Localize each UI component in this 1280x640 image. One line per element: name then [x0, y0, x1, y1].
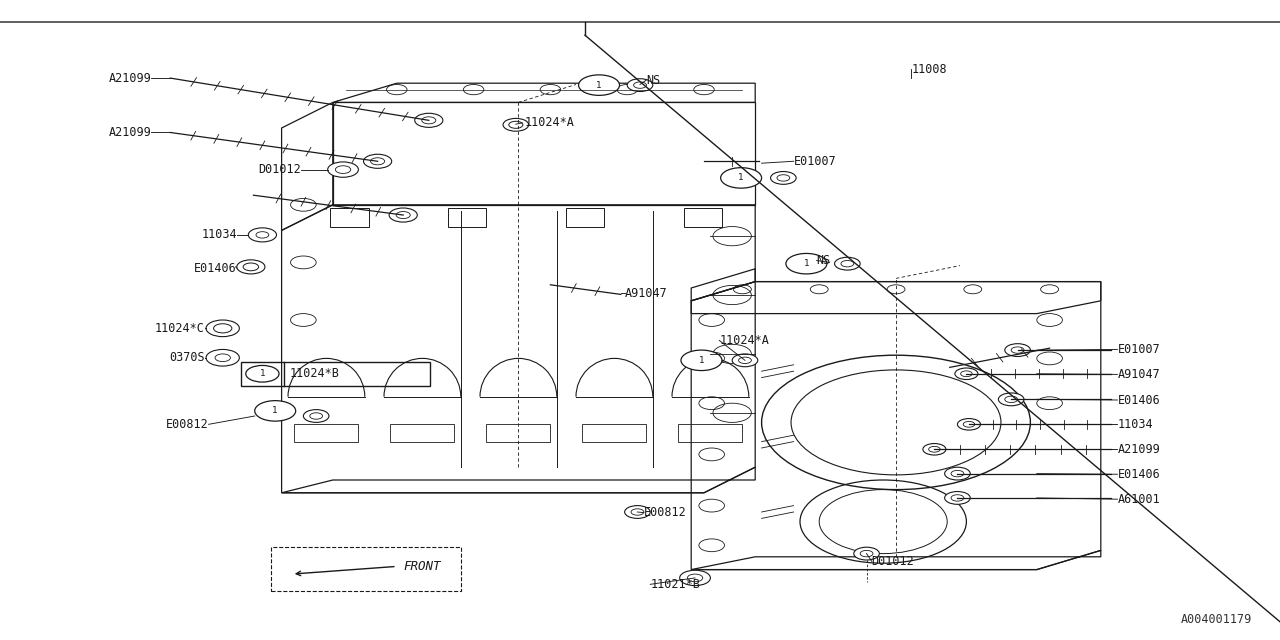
Text: 11034: 11034 — [201, 228, 237, 241]
Circle shape — [415, 113, 443, 127]
Circle shape — [923, 444, 946, 455]
Text: E01007: E01007 — [1117, 343, 1160, 356]
Circle shape — [364, 154, 392, 168]
Circle shape — [955, 368, 978, 380]
Text: A91047: A91047 — [1117, 368, 1160, 381]
Circle shape — [1005, 344, 1030, 356]
Bar — [241, 362, 430, 386]
Text: A91047: A91047 — [625, 287, 667, 300]
Text: E01406: E01406 — [1117, 468, 1160, 481]
Circle shape — [721, 168, 762, 188]
Text: 1: 1 — [596, 81, 602, 90]
Text: FRONT: FRONT — [403, 560, 440, 573]
Text: 1: 1 — [273, 406, 278, 415]
Circle shape — [255, 401, 296, 421]
Circle shape — [206, 320, 239, 337]
Circle shape — [328, 162, 358, 177]
Text: 11024*A: 11024*A — [719, 334, 769, 347]
Bar — [448, 208, 486, 227]
Text: 1: 1 — [699, 356, 704, 365]
Circle shape — [206, 349, 239, 366]
Text: A61001: A61001 — [1117, 493, 1160, 506]
Circle shape — [248, 228, 276, 242]
Circle shape — [680, 570, 710, 586]
Bar — [390, 424, 454, 442]
Circle shape — [503, 118, 529, 131]
Circle shape — [945, 492, 970, 504]
Circle shape — [303, 410, 329, 422]
Text: A004001179: A004001179 — [1180, 613, 1252, 626]
Circle shape — [681, 350, 722, 371]
Circle shape — [732, 354, 758, 367]
Text: 11024*A: 11024*A — [525, 116, 575, 129]
Text: E00812: E00812 — [166, 418, 209, 431]
Text: 1: 1 — [260, 369, 265, 378]
Circle shape — [786, 253, 827, 274]
Text: E01406: E01406 — [195, 262, 237, 275]
Text: 11021*B: 11021*B — [650, 578, 700, 591]
Circle shape — [389, 208, 417, 222]
Text: E01007: E01007 — [794, 155, 836, 168]
Text: E01406: E01406 — [1117, 394, 1160, 406]
Text: A21099: A21099 — [109, 72, 151, 84]
Bar — [330, 208, 369, 227]
Bar — [294, 424, 358, 442]
Text: E00812: E00812 — [644, 506, 686, 519]
Text: 1: 1 — [739, 173, 744, 182]
Circle shape — [835, 257, 860, 270]
Bar — [566, 208, 604, 227]
Text: 11024*B: 11024*B — [289, 367, 339, 380]
Text: A21099: A21099 — [109, 126, 151, 139]
Text: 11034: 11034 — [1117, 418, 1153, 431]
Circle shape — [579, 75, 620, 95]
Bar — [678, 424, 742, 442]
Bar — [582, 424, 646, 442]
Text: A21099: A21099 — [1117, 443, 1160, 456]
Text: 11008: 11008 — [911, 63, 947, 76]
Bar — [271, 547, 461, 591]
Text: NS: NS — [646, 74, 660, 86]
Circle shape — [625, 506, 650, 518]
Text: D01012: D01012 — [259, 163, 301, 176]
Text: 0370S: 0370S — [169, 351, 205, 364]
Text: 11024*C: 11024*C — [155, 322, 205, 335]
Circle shape — [854, 547, 879, 560]
Bar — [486, 424, 550, 442]
Circle shape — [998, 393, 1024, 406]
Bar — [684, 208, 722, 227]
Circle shape — [945, 467, 970, 480]
Circle shape — [246, 365, 279, 382]
Circle shape — [957, 419, 980, 430]
Text: NS: NS — [817, 254, 831, 267]
Circle shape — [771, 172, 796, 184]
Text: D01012: D01012 — [872, 555, 914, 568]
Text: 1: 1 — [804, 259, 809, 268]
Circle shape — [627, 79, 653, 92]
Circle shape — [237, 260, 265, 274]
